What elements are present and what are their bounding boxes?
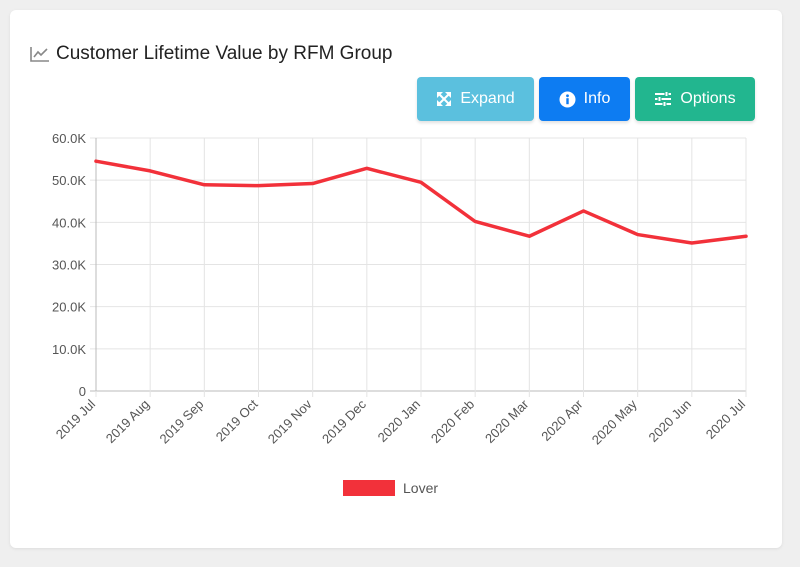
x-tick-label: 2020 Mar (482, 396, 532, 446)
line-chart-icon (30, 47, 49, 62)
legend-label: Lover (403, 480, 439, 496)
expand-button[interactable]: Expand (417, 77, 534, 121)
data-point (420, 181, 422, 183)
expand-button-label: Expand (460, 90, 515, 107)
x-tick-label: 2020 May (589, 396, 640, 447)
x-tick-label: 2019 Jul (53, 396, 98, 441)
data-point (95, 160, 97, 162)
x-tick-label: 2019 Nov (265, 396, 315, 446)
options-button[interactable]: Options (635, 77, 755, 121)
sliders-icon (655, 91, 672, 107)
data-point (583, 210, 584, 212)
x-tick-label: 2019 Sep (156, 397, 206, 447)
x-tick-label: 2019 Dec (319, 396, 369, 446)
info-icon (559, 91, 576, 107)
options-button-label: Options (680, 90, 736, 107)
x-tick-label: 2020 Jan (375, 397, 423, 445)
data-point (149, 170, 151, 172)
chart-header: Customer Lifetime Value by RFM Group (30, 43, 393, 65)
data-point (203, 184, 205, 186)
info-button-label: Info (583, 90, 611, 107)
data-point (691, 242, 693, 244)
y-tick-label: 0 (79, 384, 86, 399)
data-point (637, 234, 639, 236)
x-tick-label: 2019 Aug (103, 397, 152, 446)
legend-swatch (343, 480, 395, 496)
data-point (528, 235, 530, 237)
y-tick-label: 50.0K (52, 173, 86, 188)
x-tick-label: 2019 Oct (213, 396, 261, 444)
y-tick-label: 30.0K (52, 258, 86, 273)
x-tick-label: 2020 Feb (428, 397, 477, 446)
data-point (745, 235, 747, 237)
chart-toolbar: Expand Info Options (417, 77, 755, 121)
x-tick-label: 2020 Jul (703, 396, 748, 441)
x-tick-label: 2020 Apr (538, 396, 586, 444)
info-button[interactable]: Info (539, 77, 630, 121)
y-tick-label: 20.0K (52, 300, 86, 315)
data-point (366, 167, 368, 169)
data-point (312, 183, 314, 185)
y-tick-label: 60.0K (52, 131, 86, 146)
data-point (258, 185, 259, 187)
y-tick-label: 40.0K (52, 215, 86, 230)
chart-legend[interactable]: Lover (343, 480, 438, 496)
expand-icon (437, 92, 452, 106)
y-tick-label: 10.0K (52, 342, 86, 357)
x-tick-label: 2020 Jun (646, 397, 694, 445)
chart-title: Customer Lifetime Value by RFM Group (56, 43, 393, 64)
data-point (474, 220, 476, 222)
